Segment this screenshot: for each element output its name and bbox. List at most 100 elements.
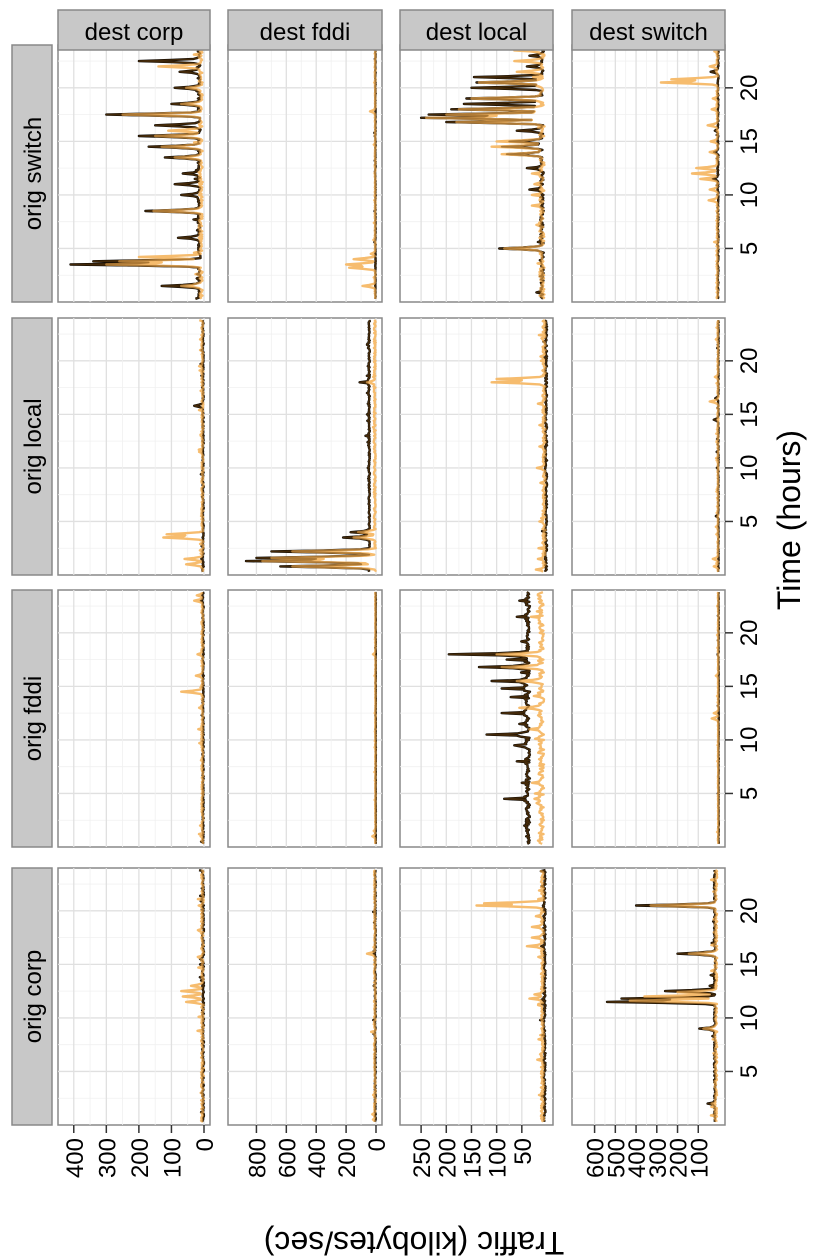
panel-orig-corp-dest-switch (571, 867, 726, 1126)
strip-label: orig corp (20, 950, 47, 1043)
panel-orig-corp-dest-local (399, 867, 554, 1126)
x-tick-label: 5 (736, 515, 763, 528)
panel-orig-local-dest-corp (57, 317, 211, 576)
panel-orig-corp-dest-fddi (227, 867, 383, 1126)
strips-layer: dest corp dest fddi dest local dest switch o… (11, 9, 726, 1126)
series-line-overlap (709, 46, 720, 300)
series-line-overlap (541, 319, 548, 572)
x-tick-label: 5 (736, 242, 763, 255)
panel-orig-fddi-dest-fddi (227, 589, 383, 848)
panel-orig-switch-dest-fddi (227, 44, 383, 303)
y-tick-label: 600 (274, 1138, 301, 1178)
series-line-orange (424, 45, 546, 300)
panel-frame (227, 589, 383, 848)
x-axis-layer: 5 10 15 20 5 10 15 20 5 10 15 20 5 10 15 20 (725, 74, 763, 1078)
series-line-overlap (372, 869, 377, 1122)
y-tick-label: 300 (645, 1138, 672, 1178)
y-tick-label: 200 (127, 1138, 154, 1178)
x-tick-label: 10 (736, 1005, 763, 1032)
panel-frame (57, 317, 211, 576)
y-tick-label: 200 (334, 1138, 361, 1178)
strip-dest-local (399, 9, 554, 51)
panel-orig-corp-dest-corp (57, 867, 211, 1126)
strip-dest-corp (57, 9, 211, 51)
y-tick-label: 50 (510, 1138, 537, 1165)
x-tick-label: 20 (736, 897, 763, 924)
y-tick-label: 500 (603, 1138, 630, 1178)
series-line-overlap (539, 869, 547, 1122)
y-tick-label: 100 (485, 1138, 512, 1178)
series-line-overlap (199, 591, 205, 845)
y-tick-label: 400 (624, 1138, 651, 1178)
y-tick-label: 200 (666, 1138, 693, 1178)
strip-orig-fddi (11, 589, 53, 848)
panel-orig-switch-dest-switch (571, 44, 726, 303)
panel-orig-local-dest-fddi (227, 317, 383, 576)
y-tick-label: 400 (62, 1138, 89, 1178)
panel-orig-fddi-dest-local (399, 589, 554, 848)
y-tick-label: 600 (583, 1138, 610, 1178)
panel-frame (57, 589, 211, 848)
y-tick-label: 0 (364, 1138, 391, 1151)
series-line-orange (475, 870, 546, 1123)
y-tick-label: 150 (459, 1138, 486, 1178)
x-tick-label: 20 (736, 74, 763, 101)
series-line-orange (495, 590, 546, 845)
x-tick-label: 10 (736, 182, 763, 209)
panel-orig-switch-dest-local (399, 44, 554, 303)
strip-label: orig local (20, 398, 47, 494)
x-tick-label: 10 (736, 455, 763, 482)
series-line-orange (261, 319, 377, 573)
series-line-overlap (420, 46, 545, 300)
strip-label: dest switch (589, 19, 708, 46)
x-tick-label: 5 (736, 1065, 763, 1078)
strip-label: orig fddi (20, 676, 47, 761)
strip-dest-switch (571, 9, 726, 51)
strip-label: dest corp (85, 19, 184, 46)
panel-orig-switch-dest-corp (57, 44, 211, 303)
x-axis-title: Time (hours) (771, 430, 807, 610)
x-tick-label: 15 (736, 951, 763, 978)
x-tick-label: 5 (736, 787, 763, 800)
y-axis-layer: 400 300 200 100 0 800 600 400 200 0 25020015010050… (62, 1125, 713, 1178)
strip-orig-corp (11, 867, 53, 1126)
y-tick-label: 250 (409, 1138, 436, 1178)
strip-label: orig switch (20, 117, 47, 230)
strip-label: dest fddi (260, 19, 351, 46)
x-tick-label: 15 (736, 401, 763, 428)
series-line-overlap (198, 869, 205, 1123)
series-line-overlap (373, 47, 377, 299)
strip-label: dest local (426, 19, 527, 46)
series-line-overlap (606, 869, 717, 1123)
series-line-overlap (374, 592, 377, 844)
y-tick-label: 100 (686, 1138, 713, 1178)
panel-frame (399, 317, 554, 576)
y-axis-title: Traffic (kilobytes/sec) (264, 1225, 565, 1260)
x-tick-label: 10 (736, 727, 763, 754)
series-line-overlap (716, 592, 720, 845)
y-tick-label: 200 (434, 1138, 461, 1178)
panels-layer (57, 44, 726, 1126)
y-tick-label: 400 (304, 1138, 331, 1178)
series-line-overlap (448, 591, 531, 845)
strip-dest-fddi (227, 9, 383, 51)
x-tick-label: 20 (736, 619, 763, 646)
panel-orig-fddi-dest-switch (571, 589, 726, 848)
y-tick-label: 800 (244, 1138, 271, 1178)
panel-orig-local-dest-local (399, 317, 554, 576)
y-tick-label: 300 (94, 1138, 121, 1178)
series-line-overlap (193, 320, 205, 573)
x-tick-label: 15 (736, 128, 763, 155)
series-line-overlap (245, 319, 371, 573)
panel-frame (227, 867, 383, 1126)
y-tick-label: 100 (159, 1138, 186, 1178)
series-line-overlap (713, 320, 720, 572)
panel-orig-fddi-dest-corp (57, 589, 211, 848)
x-tick-label: 20 (736, 347, 763, 374)
x-tick-label: 15 (736, 673, 763, 700)
strip-orig-local (11, 317, 53, 576)
strip-orig-switch (11, 44, 53, 303)
panel-orig-local-dest-switch (571, 317, 726, 576)
series-line-overlap (69, 46, 202, 300)
